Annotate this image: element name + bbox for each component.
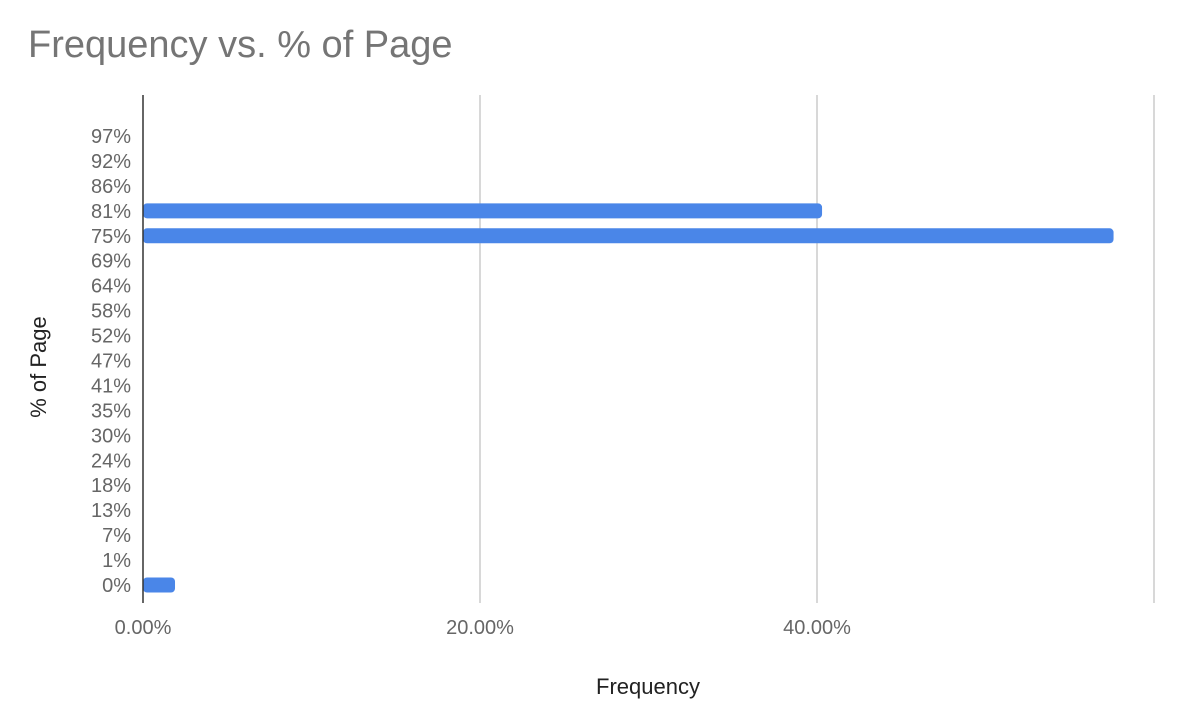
y-tick-labels: 0% 1% 7% 13% 18% 24% 30% 35% 41%47% 52% 58% 64% 69% 7… bbox=[91, 126, 131, 597]
y-tick-label: 1% bbox=[102, 550, 131, 572]
y-tick-label: 64% bbox=[91, 276, 131, 298]
y-tick-label: 47% bbox=[91, 351, 131, 373]
y-tick-label: 30% bbox=[91, 425, 131, 447]
y-tick-label: 92% bbox=[91, 151, 131, 173]
y-tick-label: 18% bbox=[91, 475, 131, 497]
bar bbox=[143, 577, 176, 593]
y-tick-label: 58% bbox=[91, 301, 131, 323]
y-tick-label: 69% bbox=[91, 251, 131, 273]
y-tick-label: 24% bbox=[91, 450, 131, 472]
x-tick-labels: 0.00% 20.00% 40.00% bbox=[115, 617, 851, 639]
y-tick-label: 75% bbox=[91, 226, 131, 248]
chart-title: Frequency vs. % of Page bbox=[28, 24, 453, 66]
bar bbox=[143, 228, 1114, 244]
y-tick-label: 35% bbox=[91, 400, 131, 422]
bars bbox=[143, 203, 1114, 593]
y-tick-label: 7% bbox=[102, 525, 131, 547]
y-tick-label: 0% bbox=[102, 575, 131, 597]
y-tick-label: 97% bbox=[91, 126, 131, 148]
y-axis-title: % of Page bbox=[26, 316, 51, 418]
y-tick-label: 86% bbox=[91, 176, 131, 198]
y-tick-label: 41% bbox=[91, 375, 131, 397]
bar bbox=[143, 203, 823, 219]
y-tick-label: 52% bbox=[91, 326, 131, 348]
y-tick-label: 13% bbox=[91, 500, 131, 522]
y-tick-label: 81% bbox=[91, 201, 131, 223]
x-tick-label: 40.00% bbox=[783, 617, 851, 639]
grid-lines bbox=[479, 95, 1155, 603]
x-axis-title: Frequency bbox=[596, 674, 700, 699]
x-tick-label: 0.00% bbox=[115, 617, 172, 639]
x-tick-label: 20.00% bbox=[446, 617, 514, 639]
